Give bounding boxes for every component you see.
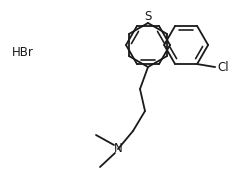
Text: N: N xyxy=(114,142,122,155)
Text: Cl: Cl xyxy=(217,61,229,74)
Text: HBr: HBr xyxy=(12,45,34,59)
Text: S: S xyxy=(144,10,152,24)
